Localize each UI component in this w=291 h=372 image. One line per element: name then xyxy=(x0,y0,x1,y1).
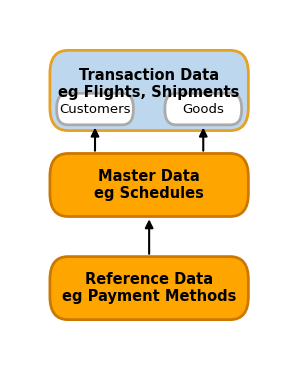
FancyBboxPatch shape xyxy=(50,50,249,131)
FancyBboxPatch shape xyxy=(50,257,249,320)
Text: Transaction Data
eg Flights, Shipments: Transaction Data eg Flights, Shipments xyxy=(58,68,240,100)
FancyBboxPatch shape xyxy=(50,154,249,217)
Text: Master Data
eg Schedules: Master Data eg Schedules xyxy=(94,169,204,201)
FancyBboxPatch shape xyxy=(57,93,133,125)
FancyBboxPatch shape xyxy=(165,93,242,125)
Text: Goods: Goods xyxy=(182,103,224,116)
Text: Reference Data
eg Payment Methods: Reference Data eg Payment Methods xyxy=(62,272,236,304)
Text: Customers: Customers xyxy=(59,103,131,116)
